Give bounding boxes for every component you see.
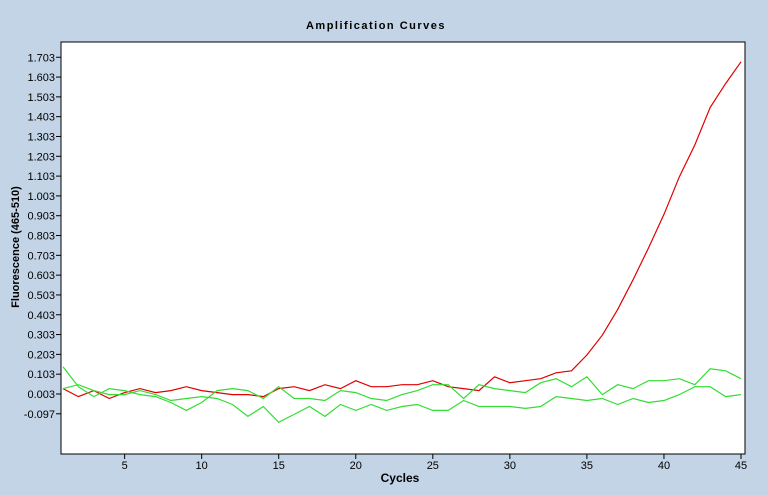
y-tick-label: 1.003 bbox=[27, 191, 55, 203]
x-tick-label: 25 bbox=[427, 460, 439, 472]
y-tick-label: 0.603 bbox=[27, 270, 55, 282]
y-tick-label: 0.103 bbox=[27, 369, 55, 381]
x-tick-label: 10 bbox=[196, 460, 208, 472]
y-tick-label: 1.503 bbox=[27, 92, 55, 104]
y-axis-title: Fluorescence (465-510) bbox=[10, 186, 22, 308]
y-tick-label: 0.503 bbox=[27, 290, 55, 302]
y-tick-label: 1.403 bbox=[27, 112, 55, 124]
y-tick-label: 0.403 bbox=[27, 310, 55, 322]
y-tick-label: 0.003 bbox=[27, 389, 55, 401]
x-tick-label: 35 bbox=[581, 460, 593, 472]
y-tick-label: 1.103 bbox=[27, 171, 55, 183]
x-tick-label: 20 bbox=[350, 460, 362, 472]
y-tick-label: 0.903 bbox=[27, 211, 55, 223]
y-tick-label: 1.303 bbox=[27, 131, 55, 143]
y-tick-label: 1.703 bbox=[27, 52, 55, 64]
x-tick-label: 45 bbox=[735, 460, 747, 472]
series-line-3 bbox=[62, 384, 742, 424]
x-tick-label: 30 bbox=[504, 460, 516, 472]
x-tick-label: 5 bbox=[122, 460, 128, 472]
y-axis-ticks: -0.097 0.003 0.103 0.203 0.303 0.403 0.503 0.60… bbox=[24, 52, 61, 421]
x-axis-ticks: 5 10 15 20 25 30 35 40 45 bbox=[122, 454, 747, 472]
y-tick-label: -0.097 bbox=[24, 409, 55, 421]
y-tick-label: 1.203 bbox=[27, 151, 55, 163]
x-axis-title: Cycles bbox=[380, 471, 420, 485]
y-tick-label: 0.303 bbox=[27, 330, 55, 342]
y-tick-label: 0.703 bbox=[27, 250, 55, 262]
y-tick-label: 0.803 bbox=[27, 231, 55, 243]
y-tick-label: 0.203 bbox=[27, 349, 55, 361]
series-layer bbox=[62, 61, 742, 424]
series-line-1 bbox=[62, 61, 742, 400]
series-line-2 bbox=[62, 366, 742, 412]
y-tick-label: 1.603 bbox=[27, 72, 55, 84]
chart-title: Amplification Curves bbox=[305, 20, 447, 32]
plot-area bbox=[60, 41, 746, 455]
x-tick-label: 15 bbox=[273, 460, 285, 472]
x-tick-label: 40 bbox=[658, 460, 670, 472]
